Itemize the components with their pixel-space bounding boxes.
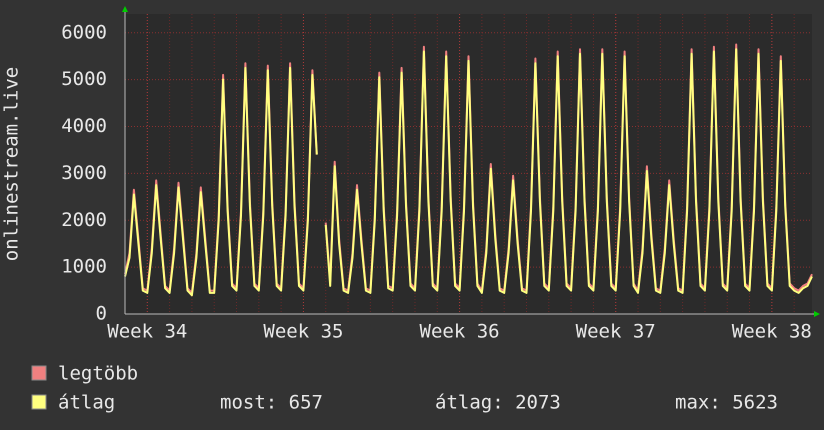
y-tick-label: 0 <box>96 303 107 325</box>
series-line <box>124 48 813 297</box>
y-tick-label: 5000 <box>61 68 107 90</box>
legend-label: átlag <box>58 392 115 414</box>
axis-arrow <box>122 6 128 12</box>
x-tick-label: Week 36 <box>420 321 500 343</box>
y-axis-label: onlinestream.live <box>1 67 23 261</box>
y-tick-label: 1000 <box>61 256 107 278</box>
y-tick-label: 6000 <box>61 21 107 43</box>
x-tick-label: Week 37 <box>576 321 656 343</box>
stat: most: 657 <box>220 392 323 414</box>
x-tick-label: Week 34 <box>107 321 187 343</box>
legend-label: legtöbb <box>58 363 138 385</box>
x-tick-label: Week 35 <box>263 321 343 343</box>
lines <box>124 43 813 297</box>
legend-swatch <box>31 365 47 381</box>
y-tick-label: 2000 <box>61 209 107 231</box>
stat: max: 5623 <box>675 392 778 414</box>
stat: átlag: 2073 <box>435 392 561 414</box>
y-tick-label: 4000 <box>61 115 107 137</box>
grid <box>124 14 812 315</box>
legend-swatch <box>31 394 47 410</box>
x-tick-label: Week 38 <box>732 321 812 343</box>
axis-arrow <box>814 311 820 317</box>
y-tick-label: 3000 <box>61 162 107 184</box>
